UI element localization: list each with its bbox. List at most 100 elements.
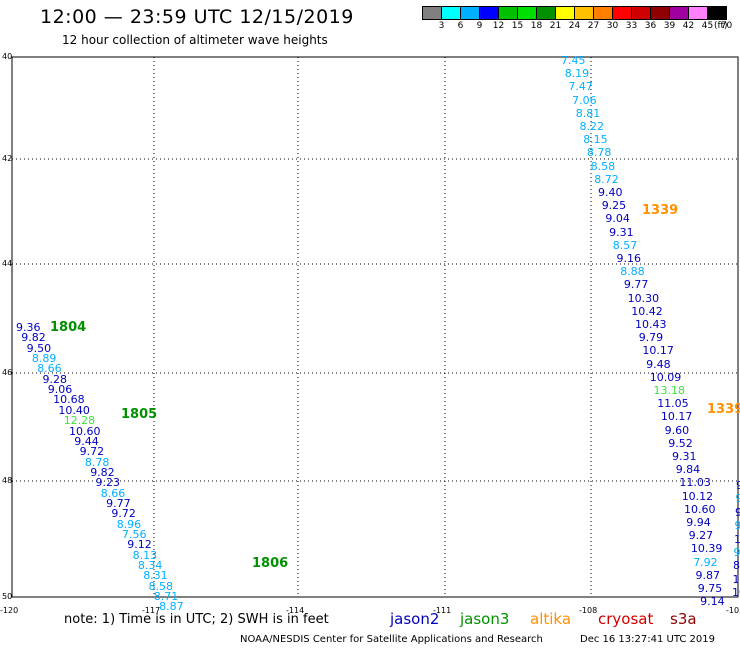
wave-height-value: 8.72	[594, 172, 619, 186]
wave-height-value: 9.84	[675, 463, 701, 477]
time-label: 1805	[121, 407, 158, 422]
legend-label: 27	[587, 21, 600, 31]
wave-height-value: 9.82	[90, 465, 115, 479]
wave-height-value: 8.71	[153, 590, 179, 604]
wave-height-value: 9.16	[616, 252, 642, 265]
wave-height-value: 8.78	[586, 146, 612, 160]
wave-height-value: 9.77	[106, 496, 131, 510]
legend-label: 42	[682, 21, 695, 31]
wave-height-value: 8.81	[575, 106, 601, 120]
wave-height-value: 10.39	[690, 542, 723, 556]
wave-height-value: 9.72	[79, 445, 105, 459]
legend-label: 36	[644, 21, 657, 31]
wave-height-value: 10.17	[660, 410, 693, 424]
wave-height-value: 9.75	[697, 582, 723, 595]
satellite-cryosat: cryosat	[598, 610, 654, 628]
wave-height-value: 8.15	[583, 133, 608, 147]
page-title: 12:00 — 23:59 UTC 12/15/2019	[40, 6, 354, 28]
latitude-label: 40	[2, 52, 13, 61]
legend-label: 45	[701, 21, 714, 31]
legend-label: 21	[549, 21, 562, 31]
wave-height-value: 8.19	[564, 67, 590, 81]
wave-height-value: 9.25	[601, 199, 627, 213]
time-label: 1339	[642, 203, 679, 218]
latitude-label: 44	[2, 259, 13, 268]
latitude-label: 50	[2, 592, 13, 601]
wave-height-value: 8.88	[620, 265, 645, 279]
wave-height-value: 10.42	[631, 304, 663, 318]
wave-height-value: 8.89	[31, 352, 57, 366]
longitude-label: -117	[142, 606, 161, 615]
wave-height-value: 8.87	[159, 600, 184, 614]
wave-height-value: 10.43	[635, 318, 667, 331]
wave-height-value: 9.82	[21, 331, 46, 345]
wave-height-value: 9.04	[605, 212, 630, 226]
wave-height-value: 8.58	[590, 159, 616, 173]
wave-height-value: 10	[732, 586, 740, 600]
satellite-jason2: jason2	[390, 610, 440, 628]
page-subtitle: 12 hour collection of altimeter wave hei…	[62, 33, 328, 47]
wave-height-value: 7.92	[693, 555, 718, 569]
wave-height-value: 9.28	[42, 372, 68, 386]
wave-height-value: 8.34	[137, 559, 163, 573]
wave-height-value: 9.48	[646, 357, 671, 371]
wave-height-value: 10.60	[684, 502, 716, 516]
legend-label: 24	[568, 21, 581, 31]
wave-height-value: 10.30	[627, 291, 660, 305]
wave-height-value: 9.87	[695, 568, 721, 582]
latitude-label: 48	[2, 476, 13, 485]
map-frame	[11, 56, 739, 598]
footer-timestamp: Dec 16 13:27:41 UTC 2019	[580, 634, 715, 645]
longitude-label: -105	[726, 606, 740, 615]
wave-height-value: 8.13	[132, 548, 158, 562]
wave-height-value: 10.40	[58, 403, 90, 417]
wave-height-value: 9.52	[668, 436, 693, 450]
longitude-label: -108	[579, 606, 598, 615]
wave-height-value: 9.14	[700, 595, 725, 609]
satellite-altika: altika	[530, 610, 572, 628]
legend-label: 39	[663, 21, 676, 31]
wave-height-value: 10	[734, 532, 740, 546]
wave-height-value: 7.45	[561, 54, 586, 67]
wave-height-value: 8.31	[143, 569, 168, 583]
wave-height-value: 9.77	[623, 278, 649, 292]
wave-height-value: 8.58	[148, 579, 174, 593]
wave-height-value: 9.06	[47, 383, 73, 397]
wave-height-value: 8.57	[612, 238, 638, 252]
wave-height-value: 9.	[736, 479, 740, 492]
longitude-label: -111	[433, 606, 452, 615]
wave-height-value: 9.	[735, 505, 740, 519]
wave-height-value: 9.31	[672, 450, 697, 463]
wave-height-value: 9.	[735, 492, 740, 506]
wave-height-value: 8.78	[84, 455, 110, 469]
wave-height-value: 9.36	[16, 321, 41, 334]
wave-height-value: 9.60	[664, 423, 690, 437]
latitude-label: 42	[2, 154, 13, 163]
wave-height-value: 8.66	[100, 486, 126, 500]
wave-height-value: 11.05	[657, 397, 689, 411]
wave-height-value: 9.	[734, 519, 740, 533]
wave-height-value: 10.68	[53, 393, 85, 407]
legend-unit: (ft)	[714, 21, 728, 31]
note-text: note: 1) Time is in UTC; 2) SWH is in fe…	[64, 612, 329, 627]
legend-label: 70	[720, 21, 733, 31]
legend-label: 30	[606, 21, 619, 31]
time-label: 1804	[50, 320, 87, 335]
wave-height-value: 9.31	[609, 225, 634, 239]
legend-label: 18	[530, 21, 543, 31]
satellite-s3a: s3a	[670, 610, 697, 628]
legend-label: 9	[476, 21, 483, 31]
wave-height-value: 9.	[733, 546, 740, 559]
wave-height-value: 9.79	[638, 331, 664, 345]
wave-height-value: 7.56	[122, 528, 147, 541]
wave-height-value: 8.	[733, 559, 740, 573]
wave-height-value: 9.44	[74, 434, 99, 448]
satellite-jason3: jason3	[460, 610, 510, 628]
wave-height-value: 10.12	[681, 489, 714, 503]
legend-label: 15	[511, 21, 524, 31]
wave-height-value: 13.18	[653, 384, 686, 397]
legend-swatch	[707, 6, 727, 20]
wave-height-value: 10.17	[642, 344, 674, 358]
wave-height-value: 9.40	[598, 186, 623, 199]
